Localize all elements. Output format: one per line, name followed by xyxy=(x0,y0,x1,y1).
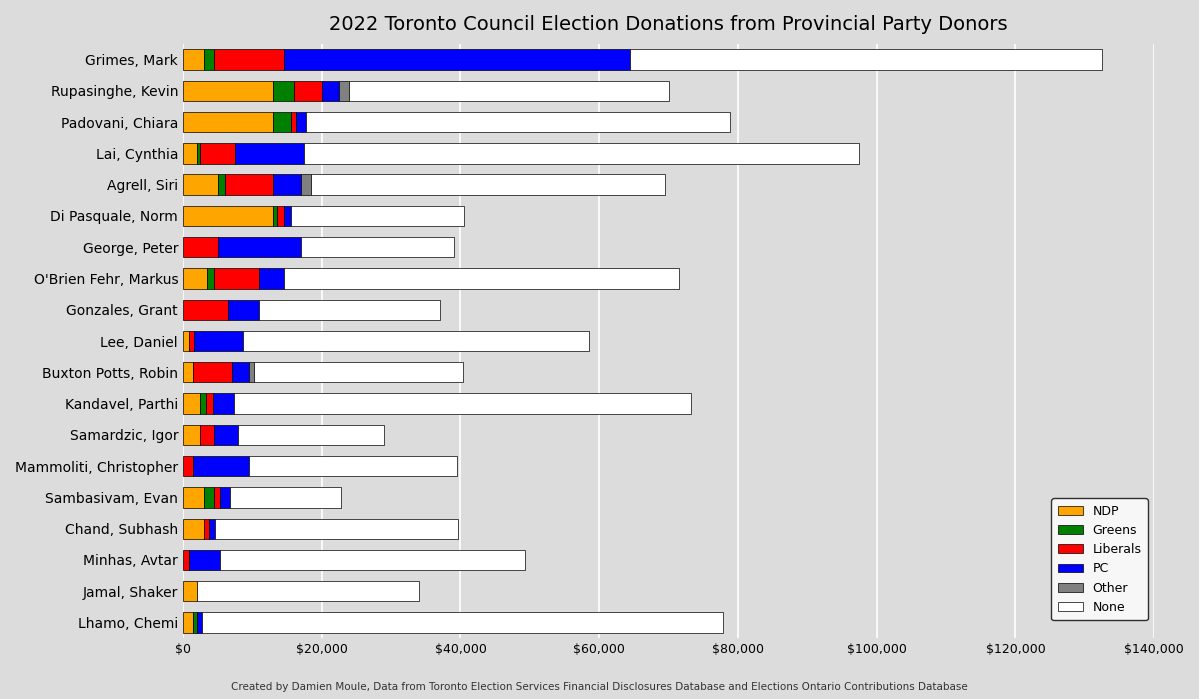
Bar xyxy=(210,519,215,539)
Bar xyxy=(183,362,193,382)
Bar xyxy=(207,268,215,289)
Bar xyxy=(183,50,204,70)
Bar xyxy=(183,487,204,507)
Bar xyxy=(215,50,284,70)
Bar xyxy=(284,206,290,226)
Bar xyxy=(273,206,277,226)
Bar xyxy=(349,80,669,101)
Title: 2022 Toronto Council Election Donations from Provincial Party Donors: 2022 Toronto Council Election Donations … xyxy=(330,15,1008,34)
Bar xyxy=(259,268,284,289)
Bar xyxy=(183,612,193,633)
Bar xyxy=(204,487,215,507)
Bar xyxy=(284,50,631,70)
Bar xyxy=(206,394,212,414)
Bar xyxy=(230,487,342,507)
Bar xyxy=(218,237,301,257)
Bar xyxy=(193,456,249,476)
Bar xyxy=(197,581,418,601)
Legend: NDP, Greens, Liberals, PC, Other, None: NDP, Greens, Liberals, PC, Other, None xyxy=(1052,498,1147,620)
Bar xyxy=(290,112,296,132)
Text: Created by Damien Moule, Data from Toronto Election Services Financial Disclosur: Created by Damien Moule, Data from Toron… xyxy=(231,682,968,692)
Bar xyxy=(305,143,860,164)
Bar xyxy=(183,456,193,476)
Bar xyxy=(273,112,290,132)
Bar xyxy=(339,80,349,101)
Bar xyxy=(234,394,692,414)
Bar xyxy=(183,237,218,257)
Bar xyxy=(188,331,194,351)
Bar xyxy=(273,175,301,195)
Bar xyxy=(284,268,679,289)
Bar xyxy=(321,80,339,101)
Bar xyxy=(296,112,307,132)
Bar xyxy=(188,550,219,570)
Bar xyxy=(231,362,249,382)
Bar xyxy=(259,300,440,320)
Bar xyxy=(277,206,284,226)
Bar xyxy=(307,112,730,132)
Bar xyxy=(200,143,235,164)
Bar xyxy=(194,331,242,351)
Bar xyxy=(219,487,230,507)
Bar xyxy=(228,300,259,320)
Bar xyxy=(183,206,273,226)
Bar xyxy=(183,175,218,195)
Bar xyxy=(200,394,206,414)
Bar xyxy=(204,519,210,539)
Bar xyxy=(242,331,590,351)
Bar xyxy=(312,175,665,195)
Bar xyxy=(294,80,321,101)
Bar xyxy=(183,425,200,445)
Bar xyxy=(183,143,197,164)
Bar xyxy=(197,143,200,164)
Bar xyxy=(290,206,464,226)
Bar xyxy=(301,237,453,257)
Bar xyxy=(249,456,457,476)
Bar xyxy=(215,425,239,445)
Bar xyxy=(183,80,273,101)
Bar xyxy=(224,175,273,195)
Bar xyxy=(183,581,197,601)
Bar xyxy=(183,268,207,289)
Bar xyxy=(204,50,215,70)
Bar xyxy=(301,175,312,195)
Bar xyxy=(235,143,305,164)
Bar xyxy=(273,80,294,101)
Bar xyxy=(183,394,200,414)
Bar xyxy=(254,362,463,382)
Bar xyxy=(215,487,219,507)
Bar xyxy=(212,394,234,414)
Bar xyxy=(183,519,204,539)
Bar xyxy=(200,425,215,445)
Bar xyxy=(183,331,188,351)
Bar xyxy=(215,519,458,539)
Bar xyxy=(197,612,203,633)
Bar xyxy=(183,112,273,132)
Bar xyxy=(183,300,228,320)
Bar xyxy=(215,268,259,289)
Bar xyxy=(249,362,254,382)
Bar xyxy=(631,50,1102,70)
Bar xyxy=(183,550,188,570)
Bar xyxy=(193,612,197,633)
Bar xyxy=(218,175,224,195)
Bar xyxy=(193,362,231,382)
Bar xyxy=(239,425,384,445)
Bar xyxy=(219,550,525,570)
Bar xyxy=(203,612,723,633)
